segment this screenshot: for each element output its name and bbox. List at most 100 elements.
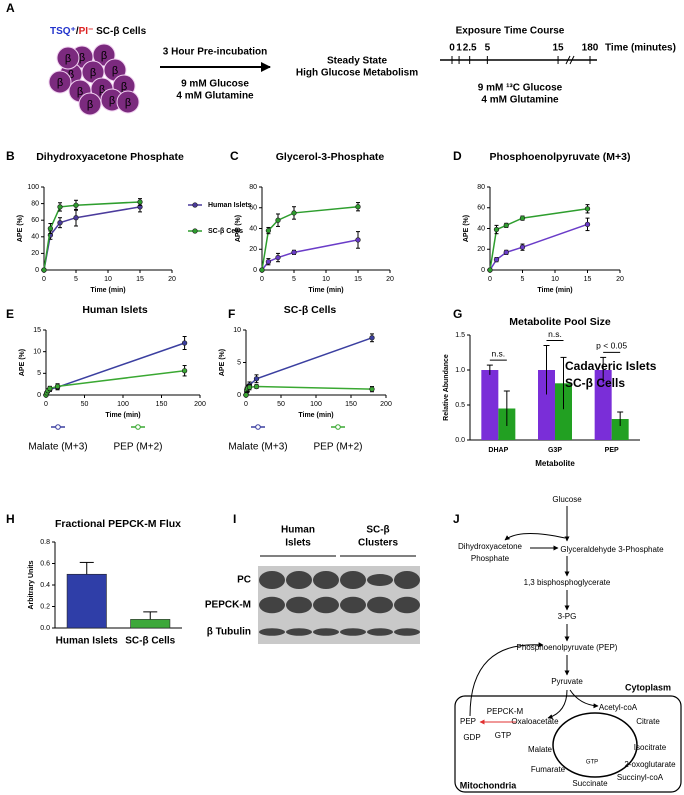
y-tick-label: 60 bbox=[477, 205, 485, 212]
medium: 4 mM Glutamine bbox=[176, 91, 254, 102]
cell bbox=[78, 92, 102, 116]
timeline-tick-label: 0 bbox=[449, 43, 455, 54]
pathway-node: GTP bbox=[495, 731, 511, 740]
panel-label: D bbox=[453, 149, 462, 163]
legend-label: PEP (M+2) bbox=[114, 442, 163, 453]
y-tick-label: 1.5 bbox=[455, 332, 465, 339]
data-point bbox=[493, 256, 500, 263]
y-tick-label: 60 bbox=[249, 205, 257, 212]
band bbox=[286, 596, 312, 614]
blot-row-label: PEPCK-M bbox=[205, 600, 251, 611]
band bbox=[259, 571, 285, 589]
arrow bbox=[569, 689, 599, 709]
y-tick-label: 5 bbox=[37, 370, 41, 377]
x-tick-label: 50 bbox=[81, 401, 89, 408]
legend-label: PEP (M+2) bbox=[314, 442, 363, 453]
blot-group: Clusters bbox=[358, 538, 398, 549]
timeline-axis-label: Time (minutes) bbox=[605, 43, 676, 54]
pathway-node: Succinyl-coA bbox=[617, 773, 664, 782]
pathway-node: Malate bbox=[528, 745, 553, 754]
pathway-node: 1,3 bisphosphoglycerate bbox=[524, 578, 611, 587]
data-point bbox=[137, 199, 143, 205]
x-tick-label: 0 bbox=[260, 276, 264, 283]
medium: 9 mM ¹³C Glucose bbox=[478, 83, 563, 94]
arrow bbox=[504, 533, 566, 541]
x-tick-label: 200 bbox=[380, 401, 392, 408]
cell bbox=[116, 90, 140, 114]
chart-title: Metabolite Pool Size bbox=[509, 316, 611, 328]
data-point bbox=[73, 215, 79, 221]
pathway-node: Glucose bbox=[552, 495, 582, 504]
y-axis-label: Arbitrary Units bbox=[28, 560, 35, 609]
preincubation-title: 3 Hour Pre-incubation bbox=[163, 47, 267, 58]
x-tick-label: 5 bbox=[521, 276, 525, 283]
cell-letter: β bbox=[99, 84, 105, 96]
bar bbox=[594, 370, 612, 440]
y-tick-label: 5 bbox=[237, 359, 241, 366]
x-tick-label: 15 bbox=[136, 276, 144, 283]
data-point bbox=[181, 368, 188, 374]
data-point bbox=[265, 259, 272, 265]
x-tick-label: DHAP bbox=[488, 447, 508, 454]
pathway-node: PEPCK-M bbox=[487, 707, 524, 716]
medium: 4 mM Glutamine bbox=[481, 95, 559, 106]
x-tick-label: 5 bbox=[292, 276, 296, 283]
blot-row-label: β Tubulin bbox=[207, 627, 251, 638]
x-tick-label: 20 bbox=[386, 276, 394, 283]
bar bbox=[130, 619, 171, 629]
x-tick-label: 0 bbox=[244, 401, 248, 408]
pathway-node: Fumarate bbox=[531, 765, 566, 774]
panel-label: B bbox=[6, 149, 15, 163]
x-axis-label: Time (min) bbox=[90, 287, 125, 294]
x-tick-label: G3P bbox=[548, 447, 562, 454]
bar bbox=[611, 419, 629, 440]
chart-title: Phosphoenolpyruvate (M+3) bbox=[490, 151, 631, 163]
chart-title: Human Islets bbox=[82, 304, 148, 316]
cell bbox=[48, 70, 72, 94]
data-point bbox=[355, 204, 361, 210]
panel-label: J bbox=[453, 512, 460, 526]
bar bbox=[555, 383, 572, 440]
timeline-tick-label: 180 bbox=[582, 43, 599, 54]
x-axis-label: Time (min) bbox=[537, 287, 572, 294]
medium: 9 mM Glucose bbox=[181, 79, 249, 90]
data-point bbox=[369, 335, 375, 341]
y-tick-label: 80 bbox=[249, 184, 257, 191]
y-tick-label: 40 bbox=[249, 225, 257, 232]
timeline-tick-label: 1 bbox=[456, 43, 462, 54]
data-point bbox=[54, 383, 61, 389]
panel-label: F bbox=[228, 307, 235, 321]
band bbox=[340, 628, 366, 636]
legend-label: Human Islets bbox=[208, 202, 252, 209]
data-point bbox=[265, 227, 272, 234]
cell-letter: β bbox=[101, 50, 107, 62]
chart-title: Dihydroxyacetone Phosphate bbox=[36, 151, 184, 163]
data-point bbox=[253, 383, 260, 390]
pathway-node: Phosphoenolpyruvate (PEP) bbox=[517, 643, 618, 652]
y-tick-label: 0.8 bbox=[40, 539, 50, 546]
legend-marker bbox=[192, 228, 198, 234]
pathway-node: Cytoplasm bbox=[625, 682, 671, 692]
cells-label: TSQ⁺/PI⁻ SC-β Cells bbox=[50, 26, 147, 37]
y-axis-label: APE (%) bbox=[219, 349, 226, 376]
pathway-node: GDP bbox=[463, 733, 480, 742]
data-point bbox=[41, 267, 47, 273]
panel-label: H bbox=[6, 512, 15, 526]
steady-state: Steady State bbox=[327, 56, 387, 67]
pathway-node: Phosphate bbox=[471, 554, 510, 563]
y-tick-label: 0.0 bbox=[455, 437, 465, 444]
pathway-node: Succinate bbox=[572, 779, 608, 788]
x-tick-label: 20 bbox=[616, 276, 624, 283]
legend-marker bbox=[55, 424, 61, 430]
x-tick-label: 20 bbox=[168, 276, 176, 283]
x-axis-label: Time (min) bbox=[298, 412, 333, 419]
data-point bbox=[275, 217, 281, 223]
pathway-node: Pyruvate bbox=[551, 677, 583, 686]
data-point bbox=[259, 267, 265, 273]
y-tick-label: 10 bbox=[33, 349, 41, 356]
x-tick-label: SC-β Cells bbox=[125, 636, 175, 647]
panel-label: A bbox=[6, 1, 15, 15]
cell-letter: β bbox=[112, 65, 118, 77]
band bbox=[394, 596, 420, 614]
